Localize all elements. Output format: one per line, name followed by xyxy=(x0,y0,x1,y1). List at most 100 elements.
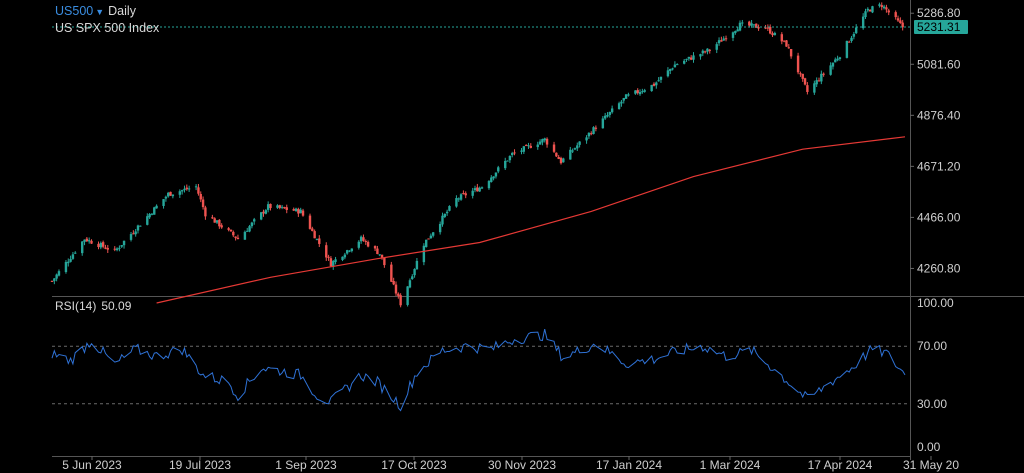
candle-body[interactable] xyxy=(311,228,314,232)
candle-body[interactable] xyxy=(246,230,249,232)
candle-body[interactable] xyxy=(552,144,556,152)
candle-body[interactable] xyxy=(83,239,86,242)
candle-body[interactable] xyxy=(878,4,881,6)
candle-body[interactable] xyxy=(67,261,70,264)
candle-body[interactable] xyxy=(155,205,158,209)
candle-body[interactable] xyxy=(497,167,500,172)
candle-body[interactable] xyxy=(266,204,270,210)
candle-body[interactable] xyxy=(164,196,168,199)
candle-body[interactable] xyxy=(692,55,695,60)
candle-body[interactable] xyxy=(638,91,642,95)
candle-body[interactable] xyxy=(315,238,319,240)
candle-body[interactable] xyxy=(622,98,625,101)
candle-body[interactable] xyxy=(885,7,888,10)
candle-body[interactable] xyxy=(139,225,142,227)
candle-body[interactable] xyxy=(364,241,367,243)
candle-body[interactable] xyxy=(764,27,767,29)
candle-body[interactable] xyxy=(780,34,784,42)
candle-body[interactable] xyxy=(215,220,219,223)
candle-body[interactable] xyxy=(148,213,151,218)
candle-body[interactable] xyxy=(185,187,189,190)
candle-body[interactable] xyxy=(53,278,56,282)
candle-body[interactable] xyxy=(187,188,191,190)
symbol-name[interactable]: US500 xyxy=(55,4,94,18)
candle-body[interactable] xyxy=(462,193,465,195)
candle-body[interactable] xyxy=(882,6,886,9)
candle-body[interactable] xyxy=(585,137,588,141)
candle-body[interactable] xyxy=(854,27,858,34)
candle-body[interactable] xyxy=(829,65,832,75)
candle-body[interactable] xyxy=(555,152,558,157)
candle-body[interactable] xyxy=(785,40,788,47)
candle-body[interactable] xyxy=(213,218,216,223)
candle-body[interactable] xyxy=(562,158,565,163)
candle-body[interactable] xyxy=(69,258,72,262)
candle-body[interactable] xyxy=(480,187,484,189)
candle-body[interactable] xyxy=(864,11,867,18)
candle-body[interactable] xyxy=(259,212,263,220)
candle-body[interactable] xyxy=(634,90,637,94)
candle-body[interactable] xyxy=(608,111,612,115)
candle-body[interactable] xyxy=(171,194,175,197)
candle-body[interactable] xyxy=(490,177,493,182)
candle-body[interactable] xyxy=(815,80,818,85)
candle-body[interactable] xyxy=(487,181,491,189)
candle-body[interactable] xyxy=(529,145,532,148)
candle-body[interactable] xyxy=(471,190,474,196)
candle-body[interactable] xyxy=(752,24,756,26)
candle-body[interactable] xyxy=(789,49,793,57)
candle-body[interactable] xyxy=(724,38,728,40)
candle-body[interactable] xyxy=(896,18,900,21)
candle-body[interactable] xyxy=(782,40,786,42)
candle-body[interactable] xyxy=(313,231,316,239)
candle-body[interactable] xyxy=(167,192,170,197)
candle-body[interactable] xyxy=(894,12,897,18)
candle-body[interactable] xyxy=(101,242,105,247)
candle-body[interactable] xyxy=(334,259,337,262)
candle-body[interactable] xyxy=(422,245,426,263)
candle-body[interactable] xyxy=(341,256,344,260)
candle-body[interactable] xyxy=(459,194,463,200)
candle-body[interactable] xyxy=(253,219,256,222)
candle-body[interactable] xyxy=(699,54,702,57)
candle-body[interactable] xyxy=(820,73,823,82)
candle-body[interactable] xyxy=(817,80,821,82)
candle-body[interactable] xyxy=(587,132,591,137)
candle-body[interactable] xyxy=(427,238,430,240)
candle-body[interactable] xyxy=(431,232,435,236)
candle-body[interactable] xyxy=(768,27,772,34)
candle-body[interactable] xyxy=(573,148,577,150)
candle-body[interactable] xyxy=(852,33,856,37)
candle-body[interactable] xyxy=(796,55,800,73)
candle-body[interactable] xyxy=(264,210,268,214)
candle-body[interactable] xyxy=(524,145,528,147)
candle-body[interactable] xyxy=(278,205,281,208)
price-axis[interactable]: 5286.80 5081.60 4876.40 4671.20 4466.00 4260.… xyxy=(910,6,961,275)
candle-body[interactable] xyxy=(81,241,84,254)
candle-body[interactable] xyxy=(801,73,804,79)
candle-body[interactable] xyxy=(734,31,737,34)
candle-body[interactable] xyxy=(592,127,595,134)
candle-body[interactable] xyxy=(685,58,688,60)
candle-body[interactable] xyxy=(669,68,672,72)
candle-body[interactable] xyxy=(722,38,725,41)
candle-body[interactable] xyxy=(90,240,93,244)
candle-body[interactable] xyxy=(408,280,412,288)
candle-body[interactable] xyxy=(787,47,790,49)
candle-body[interactable] xyxy=(652,83,656,86)
candle-body[interactable] xyxy=(97,243,100,248)
candle-body[interactable] xyxy=(301,210,305,216)
candle-body[interactable] xyxy=(57,271,61,276)
candle-body[interactable] xyxy=(771,33,774,36)
candle-body[interactable] xyxy=(569,149,572,160)
candle-body[interactable] xyxy=(162,199,165,206)
candle-body[interactable] xyxy=(136,225,140,231)
candle-body[interactable] xyxy=(543,138,546,141)
candle-body[interactable] xyxy=(655,82,658,86)
candle-body[interactable] xyxy=(415,260,419,270)
candle-body[interactable] xyxy=(643,90,646,92)
candle-body[interactable] xyxy=(308,215,312,229)
candle-body[interactable] xyxy=(457,198,460,200)
candle-body[interactable] xyxy=(118,247,121,249)
candle-body[interactable] xyxy=(689,57,693,60)
